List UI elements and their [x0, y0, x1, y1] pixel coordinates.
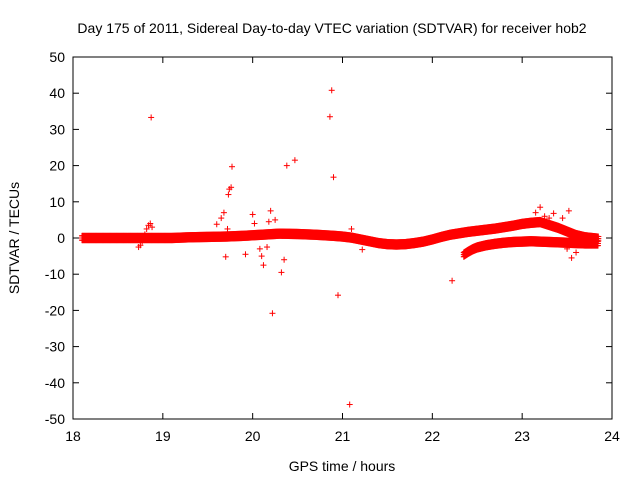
y-tick-label: 30 — [49, 121, 65, 137]
data-point — [229, 163, 236, 170]
data-point — [330, 174, 337, 181]
y-tick-label: -10 — [45, 266, 65, 282]
data-point — [348, 225, 355, 232]
y-tick-label: -30 — [45, 339, 65, 355]
data-point — [256, 245, 263, 252]
data-point — [550, 210, 557, 217]
data-point — [278, 269, 285, 276]
data-point — [359, 246, 366, 253]
x-tick-label: 23 — [514, 428, 530, 444]
data-point — [269, 310, 276, 317]
x-tick-label: 19 — [155, 428, 171, 444]
y-axis: -50 -40 -30 -20 -10 0 10 20 30 40 50 — [45, 49, 612, 427]
y-tick-label: -40 — [45, 375, 65, 391]
y-tick-label: 20 — [49, 158, 65, 174]
data-point — [272, 216, 279, 223]
data-point — [265, 218, 272, 225]
data-point — [568, 254, 575, 261]
data-point — [449, 277, 456, 284]
y-axis-label: SDTVAR / TECUs — [6, 182, 22, 294]
data-point — [565, 207, 572, 214]
data-point — [242, 251, 249, 258]
data-point — [222, 253, 229, 260]
data-point — [291, 157, 298, 164]
data-point — [260, 262, 267, 269]
data-point — [249, 211, 256, 218]
x-tick-label: 20 — [245, 428, 261, 444]
data-point — [258, 253, 265, 260]
data-point — [281, 256, 288, 263]
data-point — [559, 215, 566, 222]
y-tick-label: 10 — [49, 194, 65, 210]
data-points — [78, 87, 602, 408]
y-tick-label: 0 — [57, 230, 65, 246]
data-point — [537, 204, 544, 211]
data-point — [283, 162, 290, 169]
chart-title: Day 175 of 2011, Sidereal Day-to-day VTE… — [77, 20, 586, 36]
data-point — [213, 221, 220, 228]
data-point — [148, 114, 155, 121]
y-tick-label: -50 — [45, 411, 65, 427]
x-axis: 18 19 20 21 22 23 24 — [65, 57, 620, 444]
data-point — [264, 244, 271, 251]
data-point — [328, 87, 335, 94]
y-tick-label: -20 — [45, 302, 65, 318]
x-tick-label: 18 — [65, 428, 81, 444]
data-point — [251, 220, 258, 227]
x-axis-label: GPS time / hours — [289, 458, 396, 474]
x-tick-label: 24 — [604, 428, 620, 444]
y-tick-label: 50 — [49, 49, 65, 65]
data-point — [532, 209, 539, 216]
x-tick-label: 21 — [335, 428, 351, 444]
x-tick-label: 22 — [425, 428, 441, 444]
data-point — [224, 225, 231, 232]
data-point — [220, 209, 227, 216]
data-point — [218, 215, 225, 222]
data-point — [573, 249, 580, 256]
data-point — [335, 292, 342, 299]
data-point — [225, 191, 232, 198]
data-point — [326, 113, 333, 120]
data-point — [346, 401, 353, 408]
data-point — [267, 207, 274, 214]
y-tick-label: 40 — [49, 85, 65, 101]
